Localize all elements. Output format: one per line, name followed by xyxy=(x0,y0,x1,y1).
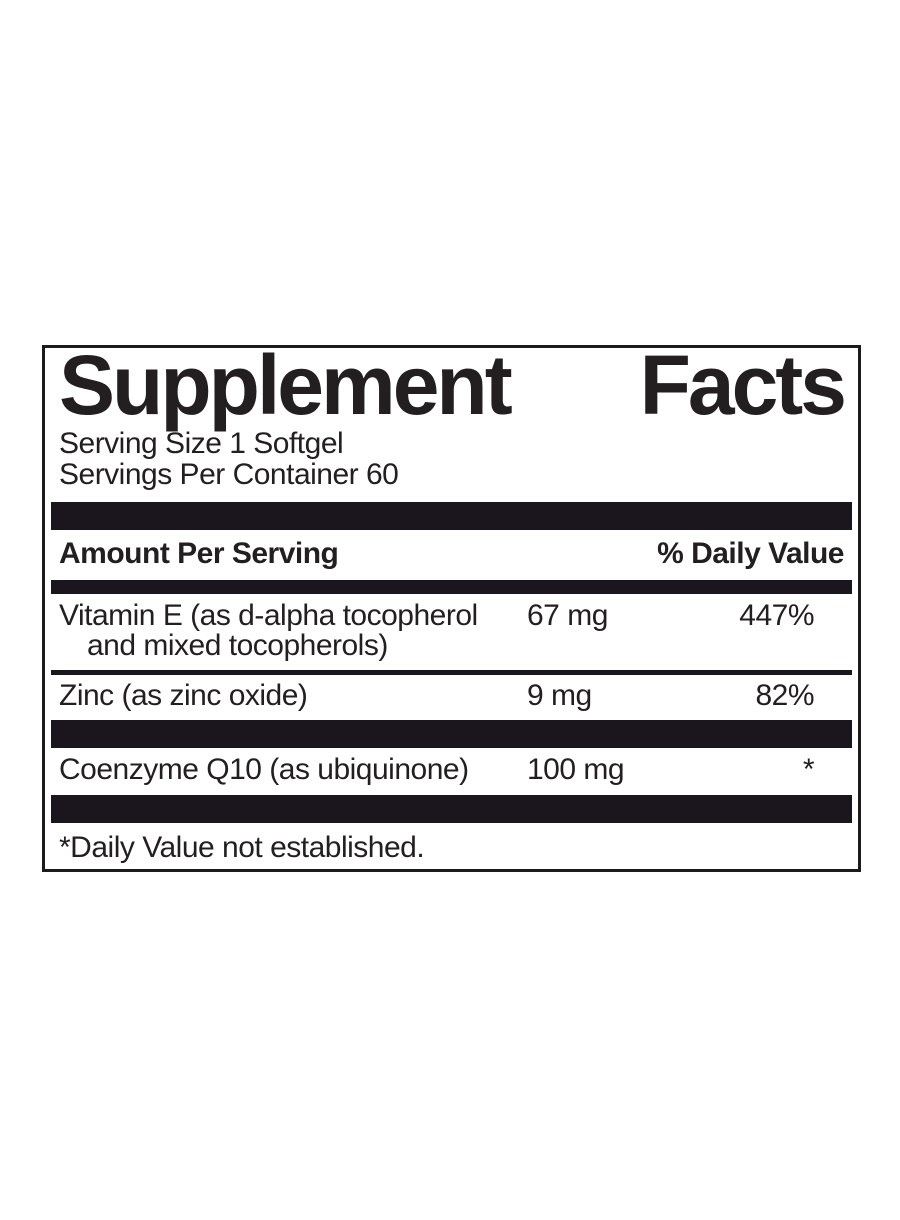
separator-bar-medium xyxy=(51,580,852,594)
table-row-vitamin-e: Vitamin E (as d-alpha tocopherol and mix… xyxy=(51,601,852,661)
nutrient-daily-value: 82% xyxy=(755,679,814,712)
separator-bar-thick xyxy=(51,502,852,530)
nutrient-amount: 9 mg xyxy=(527,679,592,712)
nutrient-name: Coenzyme Q10 (as ubiquinone) xyxy=(59,753,469,786)
supplement-facts-panel: Supplement Facts Serving Size 1 Softgel … xyxy=(42,345,861,872)
nutrient-name: Zinc (as zinc oxide) xyxy=(59,679,308,712)
panel-title: Supplement Facts xyxy=(51,345,852,432)
nutrient-amount: 67 mg xyxy=(527,599,608,632)
nutrient-amount: 100 mg xyxy=(527,753,625,786)
serving-info: Serving Size 1 Softgel Servings Per Cont… xyxy=(51,428,852,490)
nutrient-daily-value: * xyxy=(802,753,815,786)
separator-bar-thick xyxy=(51,795,852,823)
header-amount-per-serving: Amount Per Serving xyxy=(59,537,339,570)
title-word-supplement: Supplement xyxy=(59,345,513,432)
servings-per-container: Servings Per Container 60 xyxy=(59,458,399,491)
nutrient-name-line2: and mixed tocopherols) xyxy=(87,629,388,662)
title-word-facts: Facts xyxy=(639,345,847,432)
table-header: Amount Per Serving % Daily Value xyxy=(51,538,852,570)
table-row-zinc: Zinc (as zinc oxide) 9 mg 82% xyxy=(51,681,852,711)
nutrient-daily-value: 447% xyxy=(739,599,814,632)
nutrient-name: Vitamin E (as d-alpha tocopherol and mix… xyxy=(59,601,527,661)
header-percent-daily-value: % Daily Value xyxy=(657,537,844,570)
separator-bar-thick xyxy=(51,720,852,748)
serving-size: Serving Size 1 Softgel xyxy=(59,427,344,460)
table-row-coenzyme-q10: Coenzyme Q10 (as ubiquinone) 100 mg * xyxy=(51,755,852,785)
nutrient-name-line1: Vitamin E (as d-alpha tocopherol xyxy=(59,599,478,632)
daily-value-footnote: *Daily Value not established. xyxy=(59,831,425,864)
separator-line-thin xyxy=(51,670,852,675)
